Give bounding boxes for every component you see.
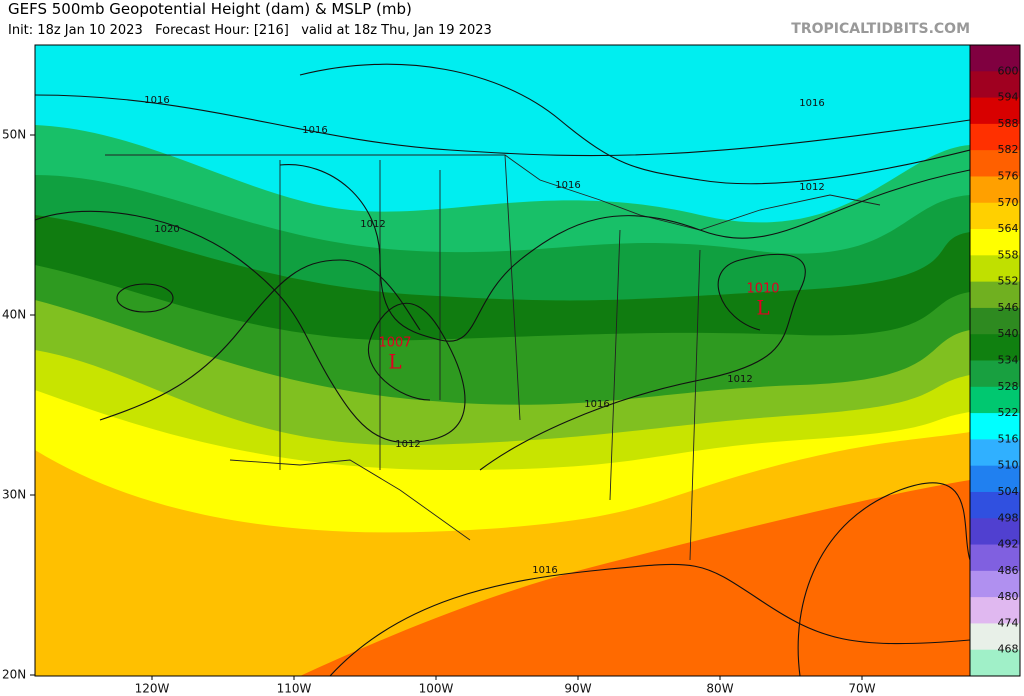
pressure-value: 1007 bbox=[378, 336, 411, 351]
colorbar-cell bbox=[970, 281, 1020, 309]
colorbar-label: 582 bbox=[998, 143, 1019, 156]
pressure-value: 1010 bbox=[746, 282, 779, 297]
colorbar-label: 564 bbox=[998, 222, 1019, 235]
colorbar-label: 504 bbox=[998, 485, 1019, 498]
latitude-label: 20N bbox=[2, 668, 26, 682]
colorbar-cell bbox=[970, 623, 1020, 651]
colorbar-cell bbox=[970, 123, 1020, 151]
subtitle: Init: 18z Jan 10 2023 Forecast Hour: [21… bbox=[8, 23, 492, 38]
colorbar-label: 558 bbox=[998, 248, 1019, 261]
colorbar-cell bbox=[970, 176, 1020, 204]
colorbar-label: 540 bbox=[998, 327, 1019, 340]
colorbar-cell bbox=[970, 150, 1020, 177]
colorbar-cell bbox=[970, 97, 1020, 125]
colorbar-cell bbox=[970, 334, 1020, 361]
latitude-label: 50N bbox=[2, 128, 26, 142]
isobar-label: 1016 bbox=[302, 125, 327, 136]
isobar bbox=[116, 283, 174, 313]
colorbar-cell bbox=[970, 491, 1020, 519]
colorbar-label: 528 bbox=[998, 380, 1019, 393]
latitude-label: 40N bbox=[2, 308, 26, 322]
isobar-label: 1016 bbox=[532, 565, 557, 576]
longitude-label: 70W bbox=[848, 682, 875, 696]
colorbar-cell bbox=[970, 45, 1020, 72]
isobar-label: 1020 bbox=[154, 224, 179, 235]
colorbar-label: 570 bbox=[998, 196, 1019, 209]
colorbar-label: 486 bbox=[998, 564, 1019, 577]
colorbar-label: 474 bbox=[998, 616, 1019, 629]
colorbar-label: 492 bbox=[998, 538, 1019, 551]
low-marker: L bbox=[756, 296, 769, 320]
colorbar-cell bbox=[970, 570, 1020, 598]
isobar bbox=[299, 63, 970, 185]
colorbar-cell bbox=[970, 71, 1020, 99]
colorbar-cell bbox=[970, 229, 1020, 256]
colorbar-label: 546 bbox=[998, 301, 1019, 314]
colorbar-label: 594 bbox=[998, 91, 1019, 104]
colorbar-cell bbox=[970, 413, 1020, 440]
isobar-label: 1016 bbox=[555, 180, 580, 191]
isobar bbox=[329, 563, 970, 676]
colorbar-cell bbox=[970, 202, 1020, 230]
longitude-label: 110W bbox=[277, 682, 312, 696]
isobar bbox=[279, 164, 970, 342]
isobar-label: 1016 bbox=[584, 399, 609, 410]
colorbar-label: 516 bbox=[998, 432, 1019, 445]
longitude-label: 90W bbox=[564, 682, 591, 696]
isobar-label: 1016 bbox=[144, 95, 169, 106]
low-marker: L bbox=[388, 350, 401, 374]
colorbar-label: 552 bbox=[998, 275, 1019, 288]
colorbar-frame bbox=[969, 44, 1021, 677]
isobar-label: 1012 bbox=[360, 219, 385, 230]
colorbar-label: 510 bbox=[998, 459, 1019, 472]
isobar bbox=[35, 94, 970, 157]
band bbox=[300, 480, 970, 676]
colorbar-cell bbox=[970, 439, 1020, 467]
colorbar-cell bbox=[970, 544, 1020, 572]
colorbar-cell bbox=[970, 518, 1020, 546]
colorbar-label: 468 bbox=[998, 643, 1019, 656]
latitude-label: 30N bbox=[2, 488, 26, 502]
isobar bbox=[479, 253, 806, 471]
colorbar-cell bbox=[970, 255, 1020, 283]
longitude-label: 100W bbox=[419, 682, 454, 696]
colorbar-cell bbox=[970, 597, 1020, 624]
colorbar-label: 534 bbox=[998, 354, 1019, 367]
isobar-label: 1012 bbox=[799, 182, 824, 193]
isobar bbox=[99, 259, 421, 421]
colorbar-label: 576 bbox=[998, 169, 1019, 182]
colorbar-label: 498 bbox=[998, 511, 1019, 524]
isobar bbox=[35, 210, 466, 444]
colorbar-cell bbox=[970, 360, 1020, 388]
borders bbox=[105, 154, 881, 561]
colorbar-label: 588 bbox=[998, 117, 1019, 130]
colorbar-label: 600 bbox=[998, 64, 1019, 77]
longitude-label: 120W bbox=[135, 682, 170, 696]
longitude-label: 80W bbox=[706, 682, 733, 696]
isobar bbox=[797, 482, 970, 676]
isobar-label: 1012 bbox=[727, 374, 752, 385]
colorbar-cell bbox=[970, 307, 1020, 335]
colorbar-cell bbox=[970, 465, 1020, 493]
watermark: TROPICALTIDBITS.COM bbox=[791, 21, 970, 37]
title: GEFS 500mb Geopotential Height (dam) & M… bbox=[8, 0, 412, 18]
colorbar-label: 522 bbox=[998, 406, 1019, 419]
isobar-label: 1012 bbox=[395, 439, 420, 450]
isobar-label: 1016 bbox=[799, 98, 824, 109]
colorbar-label: 480 bbox=[998, 590, 1019, 603]
colorbar-cell bbox=[970, 386, 1020, 414]
colorbar-cell bbox=[970, 649, 1020, 677]
map: 1016 1016 1016 1016 1012 1012 1020 1012 … bbox=[34, 44, 971, 677]
